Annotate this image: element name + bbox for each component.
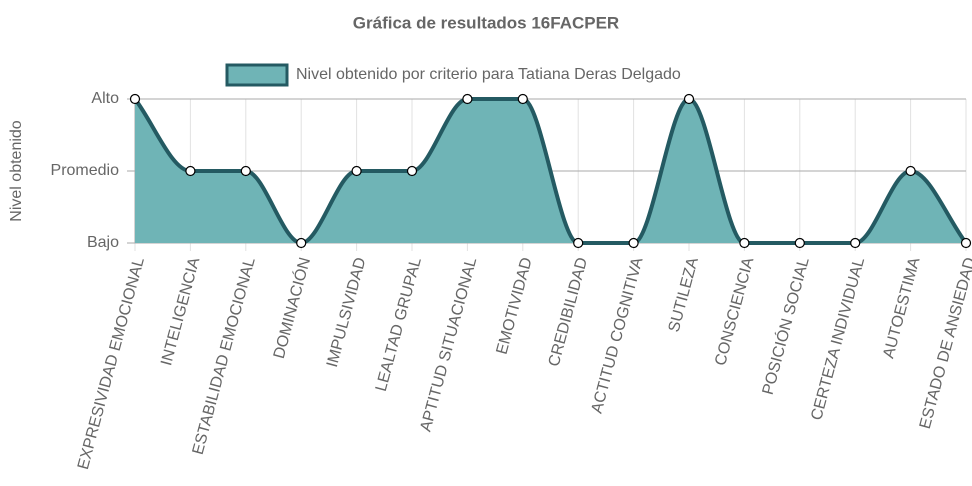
- point: [683, 93, 695, 105]
- x-tick-label: CONSCIENCIA: [712, 255, 757, 367]
- x-tick-label: EMOTIVIDAD: [494, 256, 536, 357]
- point: [905, 165, 916, 177]
- y-tick-label: Bajo: [87, 234, 119, 251]
- point: [517, 93, 528, 105]
- x-tick-label: APTITUD SITUACIONAL: [417, 256, 480, 434]
- point: [351, 165, 362, 177]
- x-tick-label: INTELIGENCIA: [158, 255, 203, 367]
- point: [960, 237, 972, 249]
- point: [296, 237, 307, 249]
- x-tick-label: ESTADO DE ANSIEDAD: [917, 256, 972, 431]
- x-tick-label: DOMINACIÓN: [269, 255, 314, 360]
- point: [462, 93, 473, 105]
- x-tick-label: CERTEZA INDIVIDUAL: [808, 256, 868, 423]
- x-tick-label: POSICIÓN SOCIAL: [758, 255, 813, 397]
- x-tick-label: SUTILEZA: [666, 255, 702, 334]
- x-tick-label: CREDIBILIDAD: [546, 256, 591, 369]
- point: [185, 165, 196, 177]
- x-tick-label: AUTOESTIMA: [880, 255, 923, 360]
- point: [573, 237, 584, 249]
- chart-title: Gráfica de resultados 16FACPER: [353, 13, 619, 32]
- point: [406, 165, 418, 177]
- point: [739, 237, 750, 249]
- line: [133, 96, 968, 246]
- point: [628, 237, 639, 249]
- point: [850, 237, 861, 249]
- x-tick-label: LEALTAD GRUPAL: [373, 256, 425, 394]
- legend-label: Nivel obtenido por criterio para Tatiana…: [296, 66, 681, 83]
- y-axis-title: Nivel obtenido: [8, 120, 25, 222]
- point: [129, 93, 141, 105]
- y-tick-label: Alto: [91, 90, 119, 107]
- x-tick-label: ACTITUD COGNITIVA: [589, 255, 647, 415]
- legend-swatch: [225, 63, 289, 87]
- y-tick-label: Promedio: [51, 162, 120, 179]
- x-tick-label: ESTABILIDAD EMOCIONAL: [190, 256, 259, 457]
- x-tick-label: IMPULSIVIDAD: [324, 256, 370, 369]
- point: [794, 237, 805, 249]
- x-tick-label: EXPRESIVIDAD EMOCIONAL: [75, 256, 148, 472]
- point: [240, 165, 251, 177]
